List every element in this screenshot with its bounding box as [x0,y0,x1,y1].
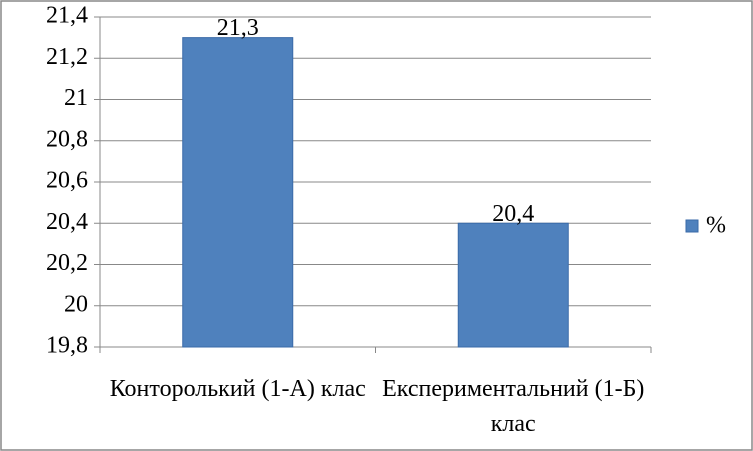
legend-swatch [685,219,699,233]
y-tick-label: 21,2 [46,44,88,70]
y-tick-label: 20,2 [46,250,88,276]
legend-label: % [706,213,726,239]
y-tick-label: 21,4 [46,3,88,29]
y-tick-label: 20,4 [46,209,88,235]
x-tick-label: Конторолький (1-А) клас [109,376,366,402]
data-label: 20,4 [492,201,534,227]
x-tick-label: Експериментальний (1-Б) клас [382,376,645,437]
y-tick-label: 20,6 [46,168,88,194]
data-label: 21,3 [217,15,259,41]
bar [457,222,569,348]
y-tick-label: 19,8 [46,333,88,359]
y-tick-label: 20 [64,291,88,317]
y-tick-label: 21 [64,85,88,111]
y-tick-label: 20,8 [46,126,88,152]
bar [182,37,294,348]
